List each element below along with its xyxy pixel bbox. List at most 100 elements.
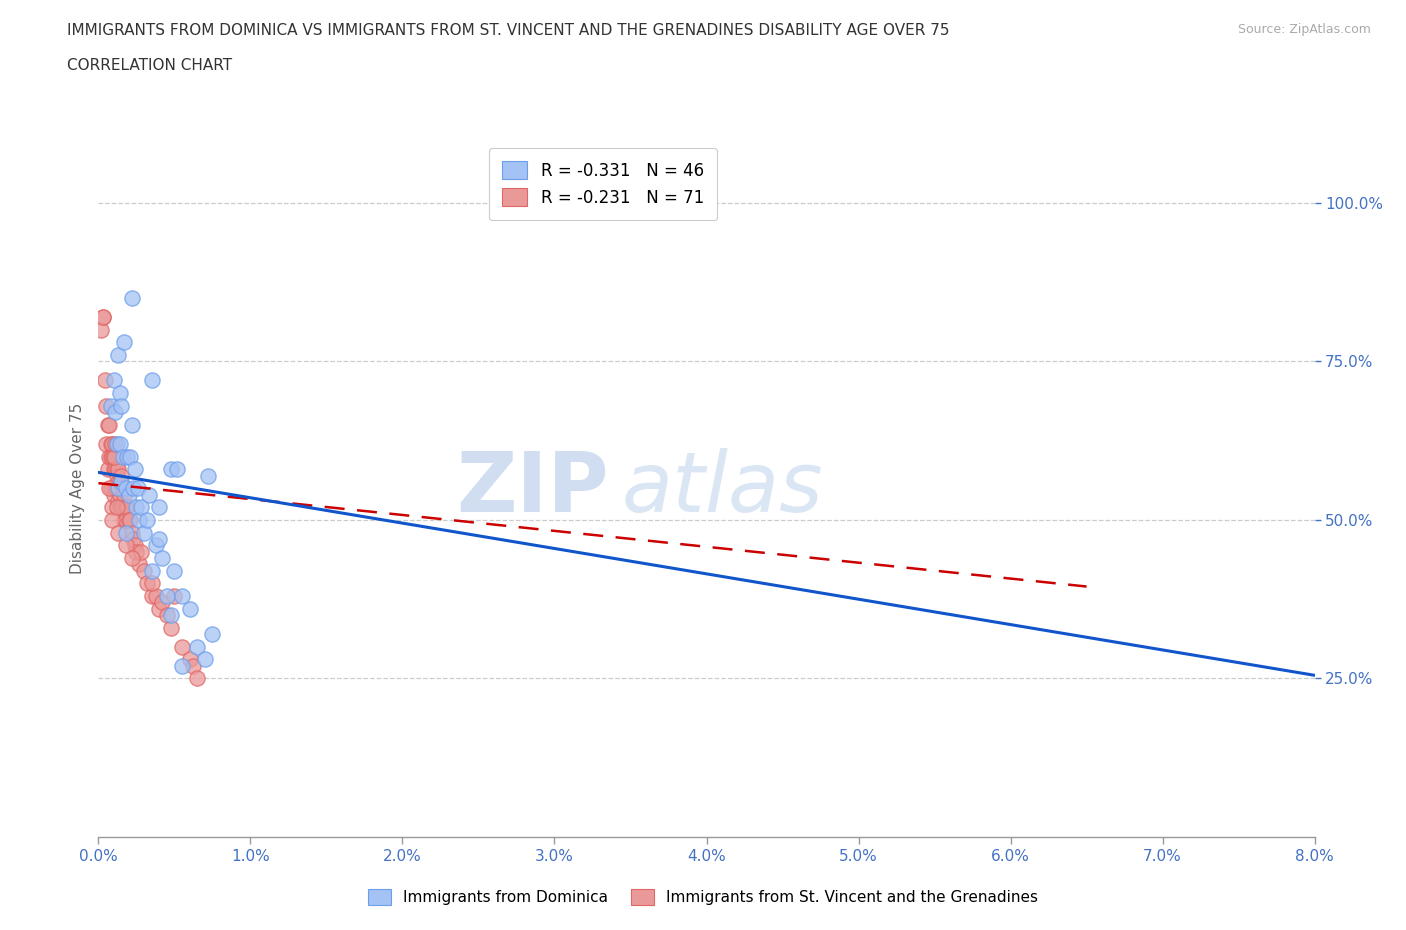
Point bbox=[186, 639, 208, 654]
Point bbox=[129, 499, 152, 514]
Point bbox=[107, 481, 129, 496]
Point bbox=[112, 512, 135, 527]
Point bbox=[96, 462, 118, 477]
Point bbox=[156, 607, 179, 622]
Point bbox=[107, 348, 129, 363]
Point bbox=[138, 487, 160, 502]
Point bbox=[101, 499, 124, 514]
Point bbox=[107, 462, 129, 477]
Point bbox=[122, 481, 145, 496]
Point bbox=[122, 532, 145, 547]
Text: CORRELATION CHART: CORRELATION CHART bbox=[67, 58, 232, 73]
Point bbox=[118, 487, 141, 502]
Point bbox=[110, 481, 132, 496]
Point bbox=[93, 373, 115, 388]
Point bbox=[197, 468, 219, 483]
Point bbox=[100, 481, 122, 496]
Point bbox=[114, 512, 136, 527]
Point bbox=[156, 589, 179, 604]
Text: ZIP: ZIP bbox=[457, 447, 609, 529]
Legend: R = -0.331   N = 46, R = -0.231   N = 71: R = -0.331 N = 46, R = -0.231 N = 71 bbox=[489, 148, 717, 220]
Y-axis label: Disability Age Over 75: Disability Age Over 75 bbox=[69, 403, 84, 574]
Point bbox=[104, 405, 127, 419]
Point bbox=[141, 589, 163, 604]
Point bbox=[163, 589, 186, 604]
Point bbox=[170, 658, 193, 673]
Legend: Immigrants from Dominica, Immigrants from St. Vincent and the Grenadines: Immigrants from Dominica, Immigrants fro… bbox=[356, 877, 1050, 918]
Point bbox=[136, 512, 159, 527]
Point bbox=[128, 512, 150, 527]
Point bbox=[125, 499, 148, 514]
Point bbox=[150, 551, 173, 565]
Point bbox=[124, 538, 146, 552]
Point bbox=[107, 494, 129, 509]
Point bbox=[118, 512, 141, 527]
Point bbox=[100, 436, 122, 451]
Point bbox=[148, 532, 170, 547]
Point bbox=[136, 576, 159, 591]
Point bbox=[117, 449, 139, 464]
Point bbox=[104, 449, 127, 464]
Point bbox=[132, 564, 155, 578]
Point bbox=[100, 398, 122, 413]
Point bbox=[107, 525, 129, 540]
Point bbox=[179, 602, 201, 617]
Point bbox=[108, 487, 131, 502]
Point bbox=[114, 538, 136, 552]
Text: IMMIGRANTS FROM DOMINICA VS IMMIGRANTS FROM ST. VINCENT AND THE GRENADINES DISAB: IMMIGRANTS FROM DOMINICA VS IMMIGRANTS F… bbox=[67, 23, 950, 38]
Point bbox=[114, 525, 136, 540]
Point bbox=[105, 499, 128, 514]
Point bbox=[128, 557, 150, 572]
Point bbox=[90, 323, 112, 338]
Point bbox=[108, 474, 131, 489]
Point bbox=[170, 639, 193, 654]
Point bbox=[160, 462, 183, 477]
Point bbox=[166, 462, 188, 477]
Point bbox=[104, 436, 127, 451]
Point bbox=[103, 449, 125, 464]
Point bbox=[103, 462, 125, 477]
Point bbox=[121, 290, 143, 305]
Point bbox=[124, 462, 146, 477]
Point bbox=[110, 468, 132, 483]
Point bbox=[160, 607, 183, 622]
Point bbox=[170, 589, 193, 604]
Point bbox=[98, 481, 121, 496]
Text: Source: ZipAtlas.com: Source: ZipAtlas.com bbox=[1237, 23, 1371, 36]
Point bbox=[201, 627, 224, 642]
Point bbox=[94, 398, 117, 413]
Point bbox=[105, 436, 128, 451]
Point bbox=[114, 481, 136, 496]
Point bbox=[145, 538, 167, 552]
Point bbox=[127, 481, 149, 496]
Point bbox=[110, 499, 132, 514]
Point bbox=[141, 564, 163, 578]
Point bbox=[111, 499, 134, 514]
Text: atlas: atlas bbox=[621, 447, 823, 529]
Point bbox=[114, 499, 136, 514]
Point bbox=[160, 620, 183, 635]
Point bbox=[121, 525, 143, 540]
Point bbox=[145, 589, 167, 604]
Point bbox=[121, 551, 143, 565]
Point bbox=[125, 544, 148, 559]
Point bbox=[91, 310, 114, 325]
Point bbox=[105, 468, 128, 483]
Point bbox=[112, 335, 135, 350]
Point bbox=[111, 449, 134, 464]
Point bbox=[100, 449, 122, 464]
Point bbox=[121, 418, 143, 432]
Point bbox=[103, 487, 125, 502]
Point bbox=[194, 652, 217, 667]
Point bbox=[110, 398, 132, 413]
Point bbox=[150, 595, 173, 610]
Point bbox=[129, 544, 152, 559]
Point bbox=[103, 373, 125, 388]
Point bbox=[141, 373, 163, 388]
Point bbox=[96, 418, 118, 432]
Point bbox=[117, 499, 139, 514]
Point bbox=[120, 449, 142, 464]
Point bbox=[108, 386, 131, 401]
Point bbox=[112, 487, 135, 502]
Point bbox=[94, 436, 117, 451]
